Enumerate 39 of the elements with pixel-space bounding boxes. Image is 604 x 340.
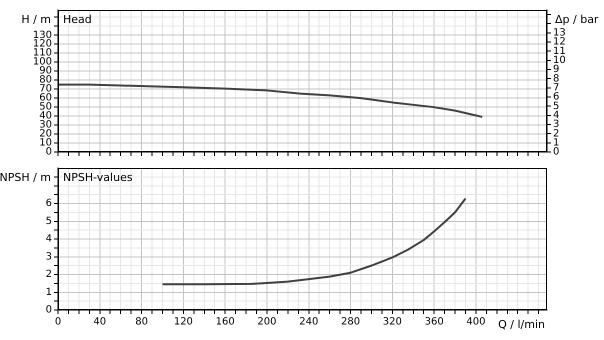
chart-title: Head — [63, 12, 92, 26]
y2-tick-label: 2 — [553, 128, 560, 140]
y2-tick-label: 4 — [553, 110, 560, 121]
x-tick-label: 120 — [174, 316, 193, 328]
y-tick-label: 4 — [46, 234, 52, 245]
x-tick-label: 0 — [54, 316, 62, 328]
x-axis-title: Q / l/min — [498, 318, 546, 331]
y-tick-label: 3 — [46, 251, 52, 262]
y2-tick-label: 9 — [553, 64, 560, 76]
y2-tick-label: 8 — [553, 73, 560, 84]
x-tick-label: 320 — [382, 316, 402, 328]
y2-tick-label: 0 — [553, 146, 560, 158]
y-tick-label: 5 — [46, 216, 52, 227]
x-tick-label: 400 — [466, 316, 486, 328]
y2-tick-label: 13 — [553, 27, 566, 38]
x-tick-label: 360 — [424, 316, 444, 328]
x-tick-label: 240 — [299, 316, 318, 328]
y-axis-title: H / m — [21, 12, 51, 26]
y2-tick-label: 3 — [553, 119, 560, 130]
x-tick-label: 40 — [93, 316, 106, 328]
y-tick-label: 2 — [46, 269, 52, 280]
y2-axis-title: Δp / bar — [555, 12, 599, 26]
x-tick-label: 80 — [135, 316, 148, 328]
x-tick-label: 280 — [341, 316, 360, 328]
y-tick-label: 0 — [46, 146, 52, 158]
x-tick-label: 160 — [216, 316, 235, 328]
y2-tick-label: 5 — [553, 100, 560, 112]
y-axis-title: NPSH / m — [0, 170, 51, 184]
y-tick-label: 0 — [46, 304, 52, 316]
y2-tick-label: 1 — [553, 137, 560, 148]
y2-tick-label: 11 — [553, 46, 566, 57]
y2-tick-label: 6 — [553, 92, 560, 103]
y2-tick-label: 10 — [553, 54, 566, 66]
x-tick-label: 200 — [257, 316, 277, 328]
chart-title: NPSH-values — [63, 170, 133, 184]
y2-tick-label: 7 — [553, 82, 560, 94]
y-tick-label: 6 — [46, 198, 52, 210]
y2-tick-label: 12 — [553, 36, 566, 48]
y-tick-label: 1 — [46, 286, 52, 298]
